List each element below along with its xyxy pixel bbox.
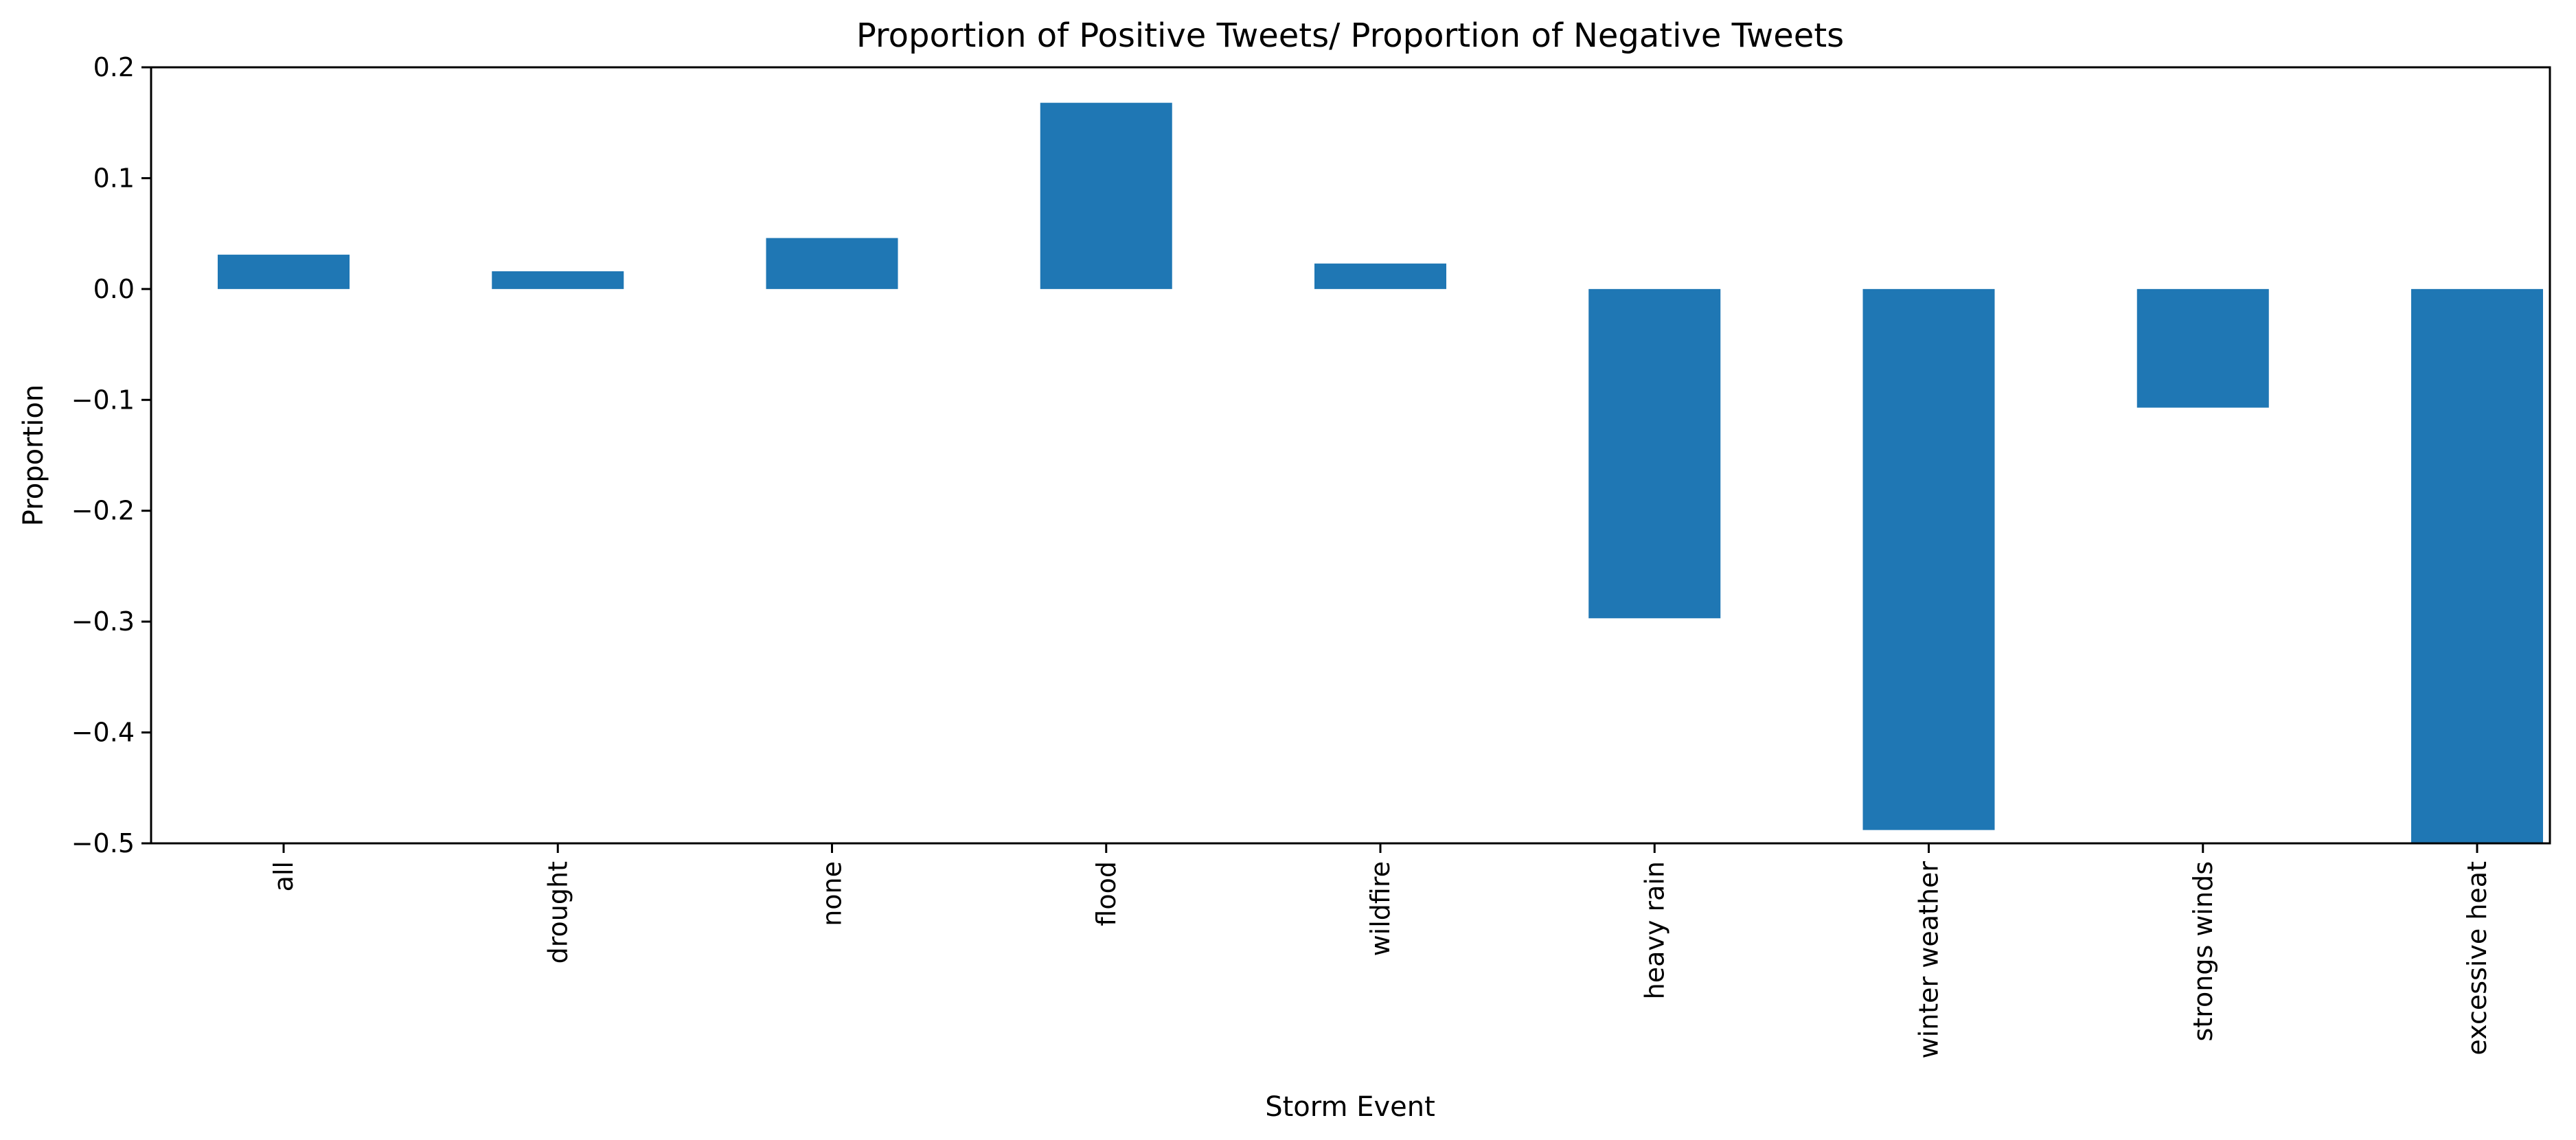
x-tick-label-excessive-heat: excessive heat: [2462, 861, 2492, 1056]
x-tick-label-winter-weather: winter weather: [1914, 861, 1944, 1059]
bar-flood: [1040, 102, 1172, 289]
bar-excessive-heat: [2411, 288, 2543, 843]
bar-all: [218, 254, 350, 289]
y-tick-label: −0.2: [71, 496, 135, 526]
y-tick-label: 0.1: [93, 163, 135, 193]
bar-drought: [492, 271, 624, 289]
plot-frame: [150, 66, 2551, 845]
bar-winter-weather: [1862, 288, 1995, 830]
y-tick-label: 0.2: [93, 52, 135, 82]
x-tick-label-heavy-rain: heavy rain: [1639, 861, 1669, 999]
y-axis-label: Proportion: [18, 385, 49, 526]
y-axis-ticks: 0.2 0.1 0.0 −0.1 −0.2 −0.3 −0.4 −0.5: [71, 52, 151, 858]
bar-none: [766, 238, 898, 289]
y-tick-label: −0.4: [71, 718, 135, 748]
y-tick-label: 0.0: [93, 274, 135, 304]
x-axis-label: Storm Event: [1265, 1091, 1435, 1123]
x-tick-label-all: all: [269, 861, 299, 891]
x-tick-label-strongs-winds: strongs winds: [2188, 861, 2218, 1041]
x-axis-ticks: all drought none flood wildfire heavy rain win…: [269, 843, 2492, 1058]
x-tick-label-wildfire: wildfire: [1365, 861, 1395, 956]
y-tick-label: −0.1: [71, 385, 135, 415]
y-tick-label: −0.3: [71, 606, 135, 637]
x-tick-label-flood: flood: [1091, 861, 1121, 926]
y-tick-label: −0.5: [71, 828, 135, 858]
x-tick-label-none: none: [817, 861, 847, 926]
chart-title: Proportion of Positive Tweets/ Proportio…: [856, 16, 1844, 55]
bar-heavy-rain: [1588, 288, 1721, 619]
bar-strongs-winds: [2136, 288, 2269, 408]
bar-wildfire: [1314, 263, 1446, 289]
x-tick-label-drought: drought: [543, 861, 573, 964]
bars-group: [218, 102, 2543, 843]
